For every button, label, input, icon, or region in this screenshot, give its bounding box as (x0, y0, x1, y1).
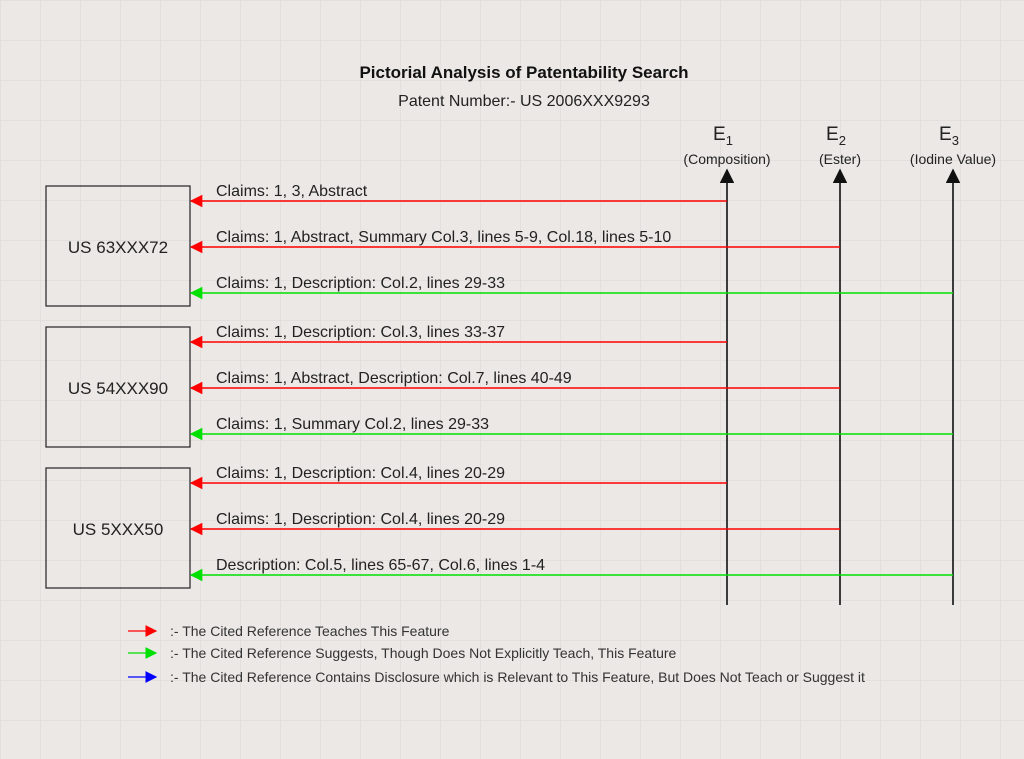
reference-label: US 63XXX72 (68, 238, 168, 257)
citation-text: Claims: 1, 3, Abstract (216, 183, 368, 200)
citation-text: Claims: 1, Abstract, Summary Col.3, line… (216, 229, 671, 246)
feature-e1: E1 (Composition) (683, 124, 771, 605)
feature-name: (Composition) (683, 151, 770, 167)
feature-e2: E2 (Ester) (819, 124, 861, 605)
feature-name: (Iodine Value) (910, 151, 996, 167)
feature-name: (Ester) (819, 151, 861, 167)
legend-text: :- The Cited Reference Suggests, Though … (170, 645, 677, 661)
citation-text: Claims: 1, Summary Col.2, lines 29-33 (216, 416, 489, 433)
citation-text: Claims: 1, Description: Col.4, lines 20-… (216, 465, 505, 482)
legend-text: :- The Cited Reference Contains Disclosu… (170, 669, 865, 685)
feature-label: E1 (713, 124, 733, 148)
reference-group: US 54XXX90 Claims: 1, Description: Col.3,… (45, 324, 953, 448)
feature-label: E2 (826, 124, 846, 148)
patent-number: Patent Number:- US 2006XXX9293 (398, 93, 650, 110)
legend-item-suggests: :- The Cited Reference Suggests, Though … (128, 645, 677, 661)
legend-text: :- The Cited Reference Teaches This Feat… (170, 623, 450, 639)
citation-text: Claims: 1, Abstract, Description: Col.7,… (216, 370, 572, 387)
reference-label: US 54XXX90 (68, 379, 168, 398)
citation-text: Description: Col.5, lines 65-67, Col.6, … (216, 557, 545, 574)
legend-item-relevant: :- The Cited Reference Contains Disclosu… (128, 669, 865, 685)
citation-text: Claims: 1, Description: Col.4, lines 20-… (216, 511, 505, 528)
citation-text: Claims: 1, Description: Col.2, lines 29-… (216, 275, 505, 292)
diagram-title: Pictorial Analysis of Patentability Sear… (359, 63, 688, 82)
citation-text: Claims: 1, Description: Col.3, lines 33-… (216, 324, 505, 341)
reference-group: US 63XXX72 Claims: 1, 3, Abstract Claims: … (45, 183, 953, 307)
reference-label: US 5XXX50 (73, 520, 164, 539)
reference-group: US 5XXX50 Claims: 1, Description: Col.4, … (45, 465, 953, 589)
feature-e3: E3 (Iodine Value) (910, 124, 996, 605)
feature-label: E3 (939, 124, 959, 148)
legend-item-teaches: :- The Cited Reference Teaches This Feat… (128, 623, 450, 639)
